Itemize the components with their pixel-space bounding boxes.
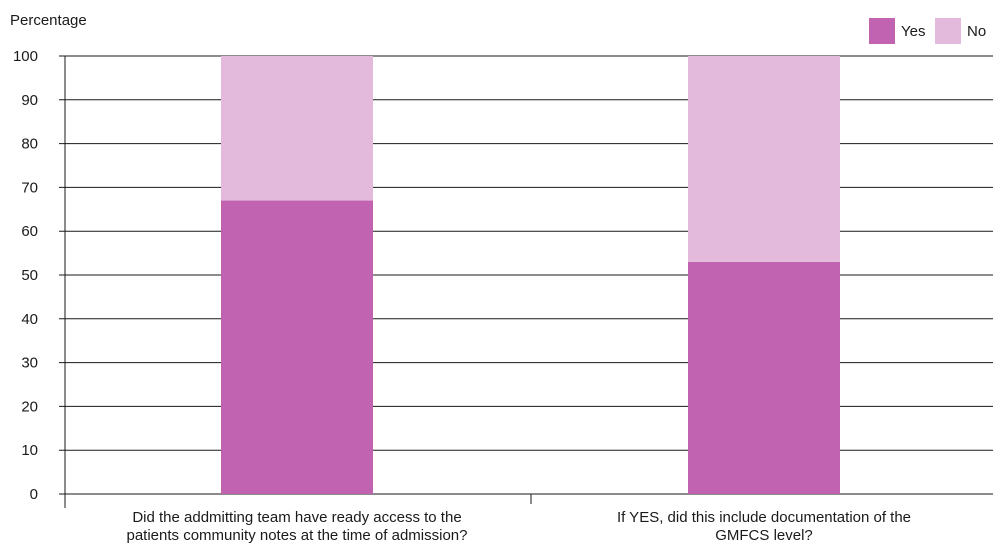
y-tick-label-40: 40 [21,311,38,328]
x-category-label-1-line-2: patients community notes at the time of … [126,527,467,544]
legend-swatch-yes [869,18,895,44]
y-tick-label-100: 100 [13,48,38,65]
legend: Yes No [869,18,986,44]
legend-label-yes: Yes [901,23,925,40]
x-category-label-2-line-2: GMFCS level? [715,527,813,544]
y-tick-label-30: 30 [21,355,38,372]
x-category-label-2-line-1: If YES, did this include documentation o… [617,509,911,526]
y-tick-label-0: 0 [30,486,38,503]
y-axis-label: Percentage [10,12,87,29]
x-category-label-1-line-1: Did the addmitting team have ready acces… [132,509,461,526]
legend-label-no: No [967,23,986,40]
y-tick-label-80: 80 [21,136,38,153]
bars [221,56,840,495]
legend-swatch-no [935,18,961,44]
bar-yes-2 [688,261,840,494]
y-tick-label-60: 60 [21,223,38,240]
y-tick-label-70: 70 [21,179,38,196]
axes [64,56,532,508]
bar-no-1 [221,56,373,201]
x-category-labels: Did the addmitting team have ready acces… [126,509,911,544]
y-tick-label-20: 20 [21,398,38,415]
y-tick-label-10: 10 [21,442,38,459]
bar-no-2 [688,56,840,262]
y-tick-labels: 0 10 20 30 40 50 60 70 80 90 100 [13,48,38,503]
y-tick-label-90: 90 [21,92,38,109]
bar-yes-1 [221,200,373,495]
gridlines [59,55,993,495]
y-tick-label-50: 50 [21,267,38,284]
